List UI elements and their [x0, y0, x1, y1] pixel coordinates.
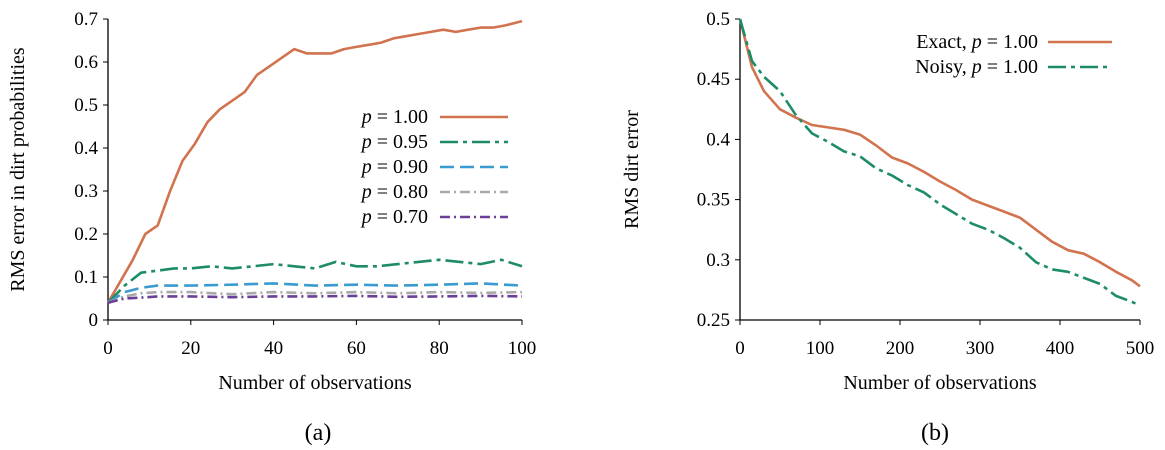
y-tick-label: 0.5: [74, 95, 98, 116]
panel-caption: (a): [305, 420, 332, 446]
x-tick-label: 500: [1126, 338, 1155, 359]
x-tick-label: 100: [806, 338, 835, 359]
x-tick-label: 0: [103, 338, 113, 359]
x-tick-label: 0: [735, 338, 745, 359]
series-line-0: [106, 19, 523, 304]
x-tick-label: 60: [347, 338, 366, 359]
series-line-1: [107, 258, 523, 304]
x-tick-label: 40: [264, 338, 283, 359]
y-tick-label: 0.45: [697, 69, 730, 90]
legend-label-0: Exact, p = 1.00: [916, 31, 1038, 53]
legend-label-1: Noisy, p = 1.00: [915, 56, 1038, 78]
series-line-1: [738, 18, 1141, 307]
y-tick-label: 0.3: [706, 250, 730, 271]
y-tick-label: 0.5: [706, 9, 730, 30]
y-tick-label: 0.2: [74, 224, 98, 245]
y-tick-label: 0.4: [74, 138, 98, 159]
x-tick-label: 80: [430, 338, 449, 359]
legend-label-1: p = 0.95: [360, 131, 428, 153]
x-axis-title: Number of observations: [843, 372, 1037, 394]
x-tick-label: 20: [181, 338, 200, 359]
series-line-4: [107, 294, 523, 305]
y-tick-label: 0: [89, 310, 99, 331]
legend-label-3: p = 0.80: [360, 181, 428, 203]
x-tick-label: 200: [886, 338, 915, 359]
series-line-3: [107, 290, 523, 305]
x-axis-title: Number of observations: [218, 372, 412, 394]
legend: p = 1.00 p = 0.95 p = 0.90 p = 0.80 p = 0.70: [360, 106, 508, 228]
y-axis-title: RMS dirt error: [621, 110, 643, 229]
y-tick-label: 0.3: [74, 181, 98, 202]
legend-label-0: p = 1.00: [360, 106, 428, 128]
y-tick-label: 0.6: [74, 52, 98, 73]
x-tick-label: 300: [966, 338, 995, 359]
legend-label-2: p = 0.90: [360, 156, 428, 178]
chart-a: 0 0.1 0.2 0.3 0.4 0.5 0.6 0.7 0 20 40 60 80 100 Number…: [7, 9, 536, 446]
y-tick-label: 0.25: [697, 310, 730, 331]
chart-b: 0.25 0.3 0.35 0.4 0.45 0.5 0 100 200 300 400 500 Num…: [621, 9, 1154, 446]
legend: Exact, p = 1.00 Noisy, p = 1.00: [915, 31, 1112, 78]
y-axis-title: RMS error in dirt probabilities: [7, 47, 29, 292]
y-tick-label: 0.1: [74, 267, 98, 288]
y-tick-label: 0.35: [697, 190, 730, 211]
x-tick-label: 400: [1046, 338, 1075, 359]
y-tick-label: 0.4: [706, 129, 730, 150]
legend-label-4: p = 0.70: [360, 206, 428, 228]
y-tick-label: 0.7: [74, 9, 98, 30]
panel-caption: (b): [921, 420, 949, 446]
series-line-2: [107, 282, 523, 304]
x-tick-label: 100: [508, 338, 537, 359]
